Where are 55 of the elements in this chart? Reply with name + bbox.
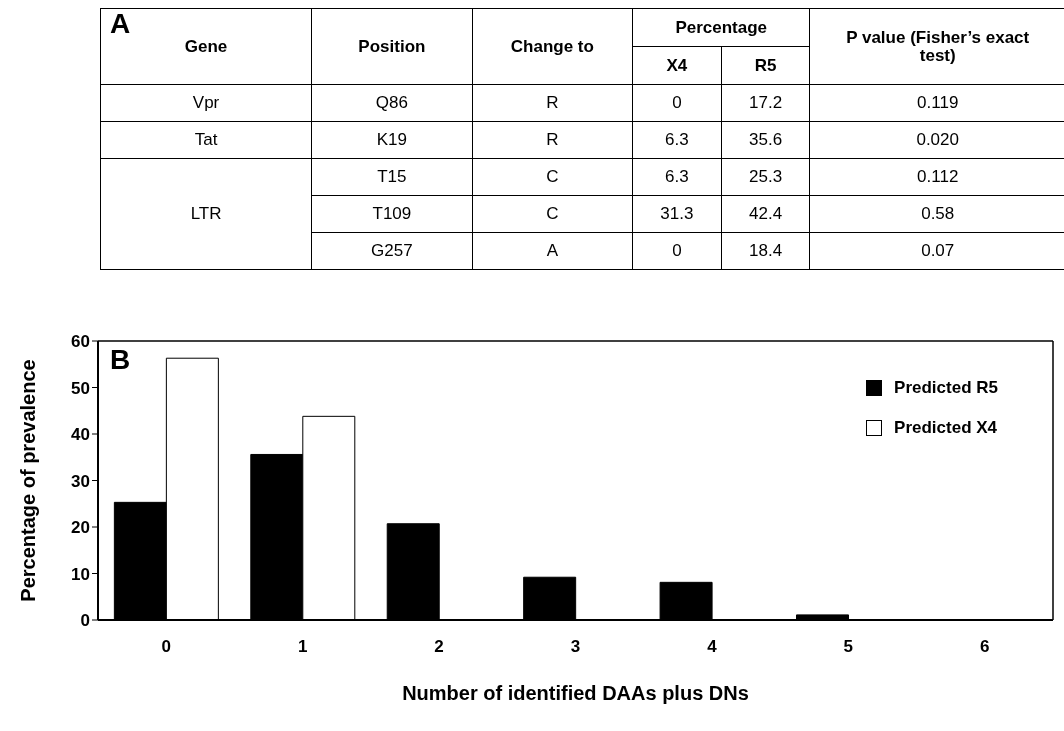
text: Change to xyxy=(472,8,633,85)
text: X4 xyxy=(632,46,722,85)
text: 6.3 xyxy=(632,121,722,159)
text: T109 xyxy=(311,195,473,233)
x-tick-label: 1 xyxy=(297,637,308,657)
x-tick-label: 4 xyxy=(707,637,718,657)
text: R5 xyxy=(721,46,810,85)
y-tick-label: 0 xyxy=(80,611,90,631)
text: 17.2 xyxy=(721,84,810,122)
chart-title: B xyxy=(110,344,131,376)
text: C xyxy=(472,195,633,233)
text: 42.4 xyxy=(721,195,810,233)
x-tick-label: 6 xyxy=(980,637,990,657)
legend-label: Predicted R5 xyxy=(894,378,998,398)
text: Tat xyxy=(100,121,312,159)
y-axis-title: Percentage of prevalence xyxy=(17,359,40,602)
text: R xyxy=(472,84,633,122)
text: Position xyxy=(311,8,473,85)
text: 0.07 xyxy=(809,232,1064,270)
text: T15 xyxy=(311,158,473,196)
text: 18.4 xyxy=(721,232,810,270)
text: 25.3 xyxy=(721,158,810,196)
text: 31.3 xyxy=(632,195,722,233)
y-tick-label: 60 xyxy=(71,332,90,352)
text: R xyxy=(472,121,633,159)
text: Percentage xyxy=(632,8,810,47)
text: 0.119 xyxy=(809,84,1064,122)
legend-label: Predicted X4 xyxy=(894,418,998,438)
y-tick-label: 20 xyxy=(71,518,90,538)
y-tick-label: 30 xyxy=(71,471,90,491)
text: P value (Fisher’s exact test) xyxy=(809,8,1064,85)
text: 35.6 xyxy=(721,121,810,159)
text: 0.112 xyxy=(809,158,1064,196)
text: 0.58 xyxy=(809,195,1064,233)
y-tick-label: 40 xyxy=(71,425,90,445)
text: LTR xyxy=(100,158,312,270)
x-axis-title: Number of identified DAAs plus DNs xyxy=(402,682,749,704)
text: Gene xyxy=(184,36,228,56)
text: G257 xyxy=(311,232,473,270)
text: 0 xyxy=(632,232,722,270)
text: C xyxy=(472,158,633,196)
text: 6.3 xyxy=(632,158,722,196)
text: Vpr xyxy=(100,84,312,122)
x-tick-label: 3 xyxy=(570,637,581,657)
x-tick-label: 0 xyxy=(161,637,171,657)
y-tick-label: 10 xyxy=(71,564,90,584)
y-tick-label: 50 xyxy=(71,378,90,398)
x-tick-label: 2 xyxy=(434,637,444,657)
text: A xyxy=(472,232,633,270)
text: Q86 xyxy=(311,84,473,122)
x-tick-label: 5 xyxy=(843,637,854,657)
text: K19 xyxy=(311,121,473,159)
text: 0 xyxy=(632,84,722,122)
text: 0.020 xyxy=(809,121,1064,159)
text: A xyxy=(110,8,131,40)
